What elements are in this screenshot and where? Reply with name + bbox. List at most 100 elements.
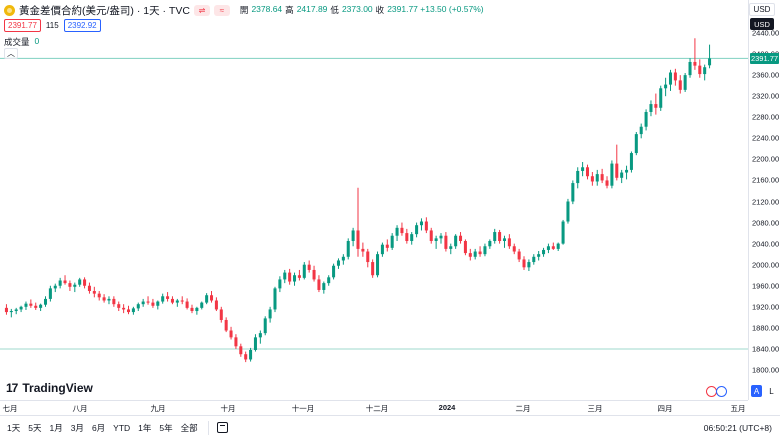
candle[interactable] — [14, 307, 18, 315]
candle[interactable] — [473, 248, 477, 260]
candle[interactable] — [517, 248, 521, 263]
candle[interactable] — [131, 306, 135, 315]
flag-event-icon[interactable] — [716, 386, 727, 397]
candle[interactable] — [268, 306, 272, 323]
candle[interactable] — [522, 256, 526, 270]
candle[interactable] — [585, 164, 590, 180]
candle[interactable] — [649, 100, 653, 117]
candle[interactable] — [620, 169, 624, 184]
candle[interactable] — [346, 238, 350, 260]
candle[interactable] — [297, 269, 301, 281]
candle[interactable] — [664, 77, 668, 97]
candle[interactable] — [551, 242, 555, 250]
candle[interactable] — [361, 242, 365, 257]
range-all-button[interactable]: 全部 — [180, 422, 198, 433]
candle[interactable] — [19, 305, 23, 313]
candle[interactable] — [610, 160, 614, 189]
candle[interactable] — [146, 296, 150, 305]
candle[interactable] — [210, 291, 214, 303]
candle[interactable] — [253, 334, 257, 352]
candle[interactable] — [234, 334, 238, 349]
candle[interactable] — [615, 144, 619, 181]
candle[interactable] — [293, 272, 297, 286]
candle[interactable] — [659, 85, 663, 111]
candle[interactable] — [419, 218, 423, 231]
candle[interactable] — [351, 227, 355, 247]
candle[interactable] — [141, 298, 145, 307]
alert-wave-icon[interactable]: ≈ — [213, 4, 230, 16]
candle[interactable] — [366, 248, 370, 268]
candle[interactable] — [219, 306, 223, 323]
candle[interactable] — [449, 243, 453, 255]
auto-scale-button[interactable]: A — [751, 385, 762, 397]
candle[interactable] — [332, 263, 336, 280]
candle[interactable] — [581, 162, 585, 177]
candle[interactable] — [43, 296, 48, 307]
candle[interactable] — [258, 330, 262, 344]
candle[interactable] — [380, 242, 384, 257]
candle[interactable] — [185, 298, 189, 310]
candle[interactable] — [537, 250, 541, 261]
range-1y-button[interactable]: 1年 — [138, 422, 152, 433]
price-axis[interactable] — [748, 0, 780, 400]
range-6m-button[interactable]: 6月 — [91, 422, 106, 433]
candle[interactable] — [312, 265, 316, 282]
candle[interactable] — [9, 308, 13, 318]
candle[interactable] — [625, 165, 629, 180]
candle[interactable] — [410, 232, 414, 245]
range-1d-button[interactable]: 1天 — [7, 422, 21, 433]
candle[interactable] — [29, 299, 33, 308]
candle[interactable] — [24, 301, 28, 310]
candle[interactable] — [463, 239, 467, 256]
candle[interactable] — [493, 228, 497, 244]
calendar-icon[interactable] — [216, 422, 228, 433]
candle[interactable] — [502, 235, 506, 248]
candle[interactable] — [273, 286, 277, 313]
range-1m-button[interactable]: 1月 — [49, 422, 63, 433]
candle[interactable] — [629, 151, 633, 173]
clock-readout[interactable]: 06:50:21 (UTC+8) — [703, 422, 772, 433]
candle[interactable] — [454, 234, 458, 249]
candle[interactable] — [556, 242, 560, 251]
candle[interactable] — [424, 217, 428, 234]
candle[interactable] — [561, 219, 565, 245]
candle[interactable] — [263, 316, 267, 336]
candle[interactable] — [429, 227, 433, 244]
candle[interactable] — [371, 259, 375, 278]
candle[interactable] — [97, 291, 101, 301]
candle[interactable] — [317, 275, 321, 293]
candle[interactable] — [278, 276, 282, 293]
candle[interactable] — [376, 251, 380, 278]
candle[interactable] — [542, 247, 546, 257]
candle[interactable] — [53, 283, 57, 293]
candle[interactable] — [283, 269, 287, 284]
candle[interactable] — [566, 198, 570, 224]
candle[interactable] — [356, 187, 360, 257]
candle[interactable] — [48, 285, 52, 302]
candle[interactable] — [249, 347, 253, 362]
range-5y-button[interactable]: 5年 — [159, 422, 173, 433]
candle[interactable] — [639, 123, 643, 139]
candle[interactable] — [180, 296, 184, 305]
candle[interactable] — [205, 293, 209, 305]
buy-button[interactable]: 2392.92 — [63, 19, 101, 32]
candle[interactable] — [224, 317, 228, 333]
candle[interactable] — [92, 286, 96, 298]
candle[interactable] — [195, 306, 199, 315]
candle[interactable] — [654, 93, 658, 115]
currency-selector[interactable]: USD — [749, 3, 775, 16]
candle[interactable] — [107, 296, 111, 305]
candle[interactable] — [507, 234, 511, 249]
candle[interactable] — [136, 302, 140, 312]
candle[interactable] — [678, 75, 682, 94]
candle[interactable] — [405, 228, 409, 244]
candle[interactable] — [512, 243, 516, 255]
candle[interactable] — [546, 243, 550, 254]
candle[interactable] — [63, 275, 67, 285]
candle[interactable] — [87, 282, 91, 294]
candle[interactable] — [156, 300, 160, 310]
candle[interactable] — [590, 172, 594, 186]
candle[interactable] — [439, 233, 443, 244]
candle[interactable] — [327, 275, 331, 286]
